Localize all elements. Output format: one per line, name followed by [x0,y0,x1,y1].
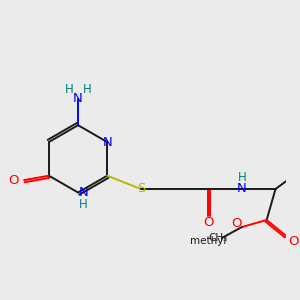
Text: H: H [79,198,88,212]
Text: O: O [288,235,298,248]
Text: N: N [237,182,247,196]
Text: O: O [203,216,213,229]
Text: O: O [231,217,242,230]
Text: H: H [82,83,91,96]
Text: N: N [73,92,83,105]
Text: S: S [137,182,145,196]
Text: N: N [102,136,112,148]
Text: methyl: methyl [190,236,226,246]
Text: H: H [65,83,74,96]
Text: N: N [79,186,88,199]
Text: O: O [8,174,19,187]
Text: CH₃: CH₃ [208,233,228,243]
Text: H: H [238,171,246,184]
